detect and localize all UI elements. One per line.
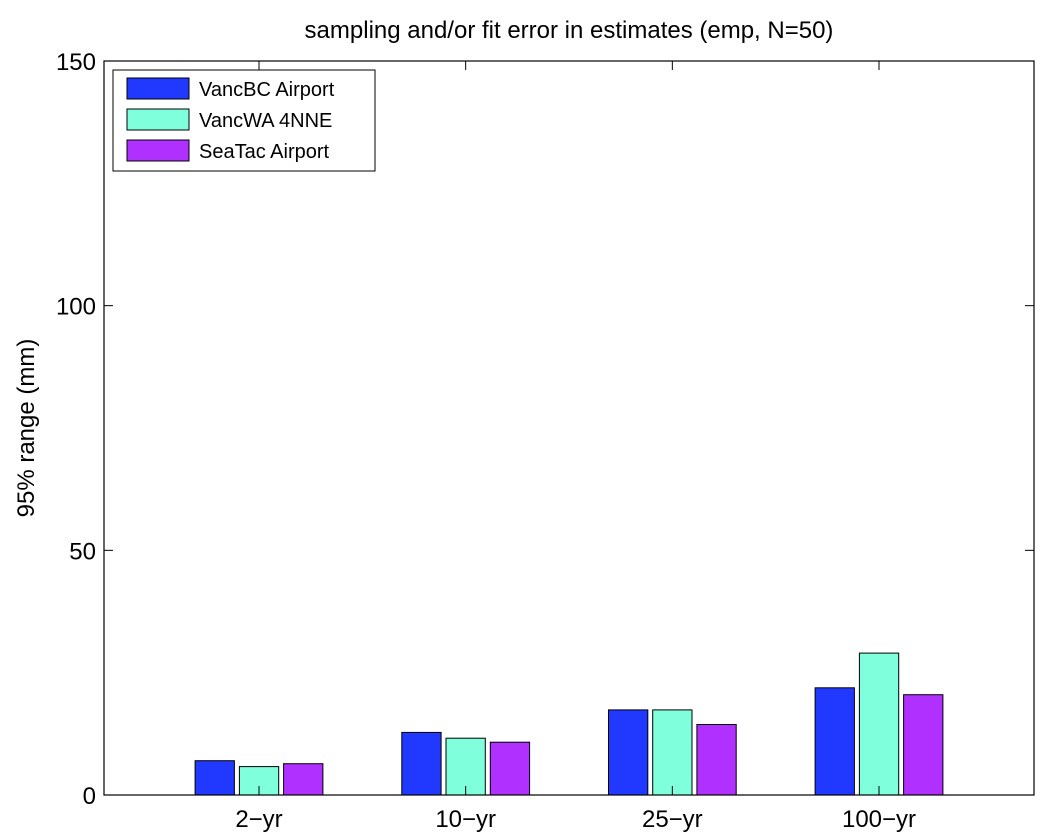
bar-vancwa-4nne-2 xyxy=(652,709,693,796)
legend-label: VancWA 4NNE xyxy=(199,110,332,132)
x-axis-ticks: 2−yr 10−yr 25−yr 100−yr xyxy=(235,61,916,833)
legend-swatch xyxy=(126,139,190,162)
bar-vancwa-4nne-1 xyxy=(445,737,486,796)
y-tick-label: 100 xyxy=(56,294,96,321)
plot-frame xyxy=(103,60,1035,796)
bar-vancbc-airport-3 xyxy=(814,687,855,796)
bar-vancbc-airport-1 xyxy=(401,731,442,796)
x-tick-label: 100−yr xyxy=(842,806,916,833)
y-tick-label: 50 xyxy=(69,538,96,565)
bar-vancbc-airport-2 xyxy=(608,709,649,796)
x-tick-label: 10−yr xyxy=(435,806,496,833)
bar-seatac-airport-3 xyxy=(903,694,944,796)
bar-seatac-airport-1 xyxy=(489,741,531,796)
x-tick-label: 25−yr xyxy=(642,806,703,833)
legend: VancBC Airport VancWA 4NNE SeaTac Airport xyxy=(112,69,376,172)
bar-seatac-airport-2 xyxy=(696,724,737,796)
legend-label: VancBC Airport xyxy=(199,79,335,101)
bars-group xyxy=(194,652,944,796)
legend-swatch xyxy=(126,77,190,100)
y-tick-label: 0 xyxy=(83,783,96,810)
bar-vancwa-4nne-3 xyxy=(858,652,900,796)
x-tick-label: 2−yr xyxy=(235,806,282,833)
y-axis-ticks: 0 50 100 150 xyxy=(56,49,1034,810)
bar-vancbc-airport-0 xyxy=(194,760,235,796)
chart-title: sampling and/or fit error in estimates (… xyxy=(305,17,834,44)
legend-label: SeaTac Airport xyxy=(199,141,330,163)
legend-swatch xyxy=(126,108,190,131)
y-axis-label: 95% range (mm) xyxy=(13,339,40,518)
y-tick-label: 150 xyxy=(56,49,96,76)
bar-seatac-airport-0 xyxy=(283,763,324,796)
